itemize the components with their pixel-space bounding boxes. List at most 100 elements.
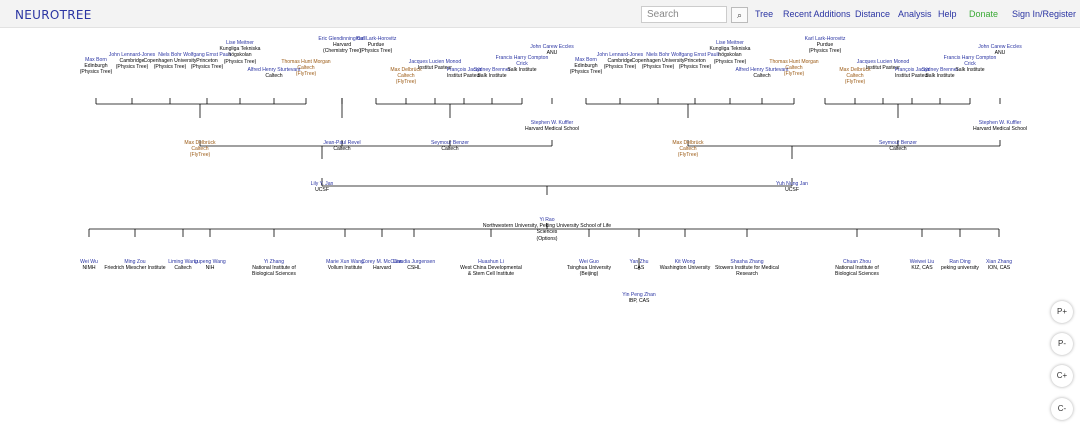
person-name-link[interactable]: Sydney Brenner — [473, 67, 511, 73]
person-name-link[interactable]: Lily Y. Jan — [310, 181, 334, 187]
advisor-node: Seymour Benzer Caltech — [866, 140, 930, 152]
person-name-link[interactable]: Corey M. McCann — [361, 259, 403, 265]
zoom-parents-minus-button[interactable]: P- — [1051, 333, 1073, 355]
person-name-link[interactable]: Wei Wu — [80, 259, 98, 265]
person-name-link[interactable]: Chuan Zhou — [842, 259, 872, 265]
grandparent-node: Karl Lark-Horovitz Purdue (Physics Tree) — [793, 36, 857, 55]
person-name-link[interactable]: Max Delbrück — [839, 67, 871, 73]
person-name-link[interactable]: Karl Lark-Horovitz — [804, 36, 846, 42]
person-name-link[interactable]: Jean-Paul Revel — [323, 140, 361, 146]
grandparent-node: Eric Glendinning Ball Harvard (Chemistry T… — [310, 36, 374, 55]
person-name-link[interactable]: Ming Zou — [124, 259, 146, 265]
site-logo[interactable]: NEUROTREE — [15, 8, 92, 22]
person-name-link[interactable]: Jacques Lucien Monod — [408, 59, 462, 65]
person-name-link[interactable]: Weiwei Liu — [909, 259, 935, 265]
person-name-link[interactable]: Shasha Zhang — [730, 259, 764, 265]
search-button[interactable]: ⌕ — [731, 7, 748, 23]
person-name-link[interactable]: François Jacob — [894, 67, 930, 73]
student-node: Huashun Li West China Developmental & Ste… — [459, 259, 523, 278]
tree-tag: (Physics Tree) — [808, 48, 842, 55]
person-name-link[interactable]: Max Born — [575, 57, 597, 63]
person-name-link[interactable]: Thomas Hunt Morgan — [281, 59, 331, 65]
person-name-link[interactable]: Stephen W. Kuffler — [978, 120, 1022, 126]
person-name-link[interactable]: Seymour Benzer — [879, 140, 917, 146]
person-name-link[interactable]: Niels Bohr — [646, 52, 670, 58]
person-name-link[interactable]: Yan Zhu — [629, 259, 649, 265]
person-name-link[interactable]: Stephen W. Kuffler — [530, 120, 574, 126]
person-name-link[interactable]: Max Born — [85, 57, 107, 63]
person-name-link[interactable]: Xian Zhang — [985, 259, 1013, 265]
tree-tag[interactable]: (Options) — [536, 235, 558, 242]
person-institution: Institut Pasteur — [866, 65, 900, 72]
person-name-link[interactable]: Wei Guo — [579, 259, 599, 265]
nav-tree[interactable]: Tree — [755, 9, 774, 19]
person-name-link[interactable]: Thomas Hunt Morgan — [769, 59, 819, 65]
tree-tag: (FlyTree) — [189, 152, 211, 159]
person-name-link[interactable]: Niels Bohr — [158, 52, 182, 58]
person-name-link[interactable]: Huashun Li — [478, 259, 504, 265]
person-name-link[interactable]: Alfred Henry Sturtevant — [735, 67, 789, 73]
grandparent-node: Niels Bohr Copenhagen University (Physics … — [138, 52, 202, 71]
search-input[interactable] — [641, 6, 727, 23]
top-navigation-bar: NEUROTREE ⌕ Tree Recent Additions Distan… — [0, 0, 1080, 28]
zoom-parents-plus-button[interactable]: P+ — [1051, 301, 1073, 323]
person-name-link[interactable]: Max Delbrück — [184, 140, 216, 146]
nav-help[interactable]: Help — [938, 9, 957, 19]
zoom-children-plus-button[interactable]: C+ — [1051, 365, 1073, 387]
person-institution: Caltech — [785, 65, 803, 72]
grandparent-node: Thomas Hunt Morgan Caltech (FlyTree) — [274, 59, 338, 78]
person-name-link[interactable]: John Lennard-Jones — [108, 52, 156, 58]
student-node: Marie Xun Wang Vollum Institute — [313, 259, 377, 271]
person-name-link[interactable]: François Jacob — [446, 67, 482, 73]
person-name-link[interactable]: Wolfgang Ernst Pauli — [183, 52, 231, 58]
grandparent-node: John Lennard-Jones Cambridge (Physics Tree… — [100, 52, 164, 71]
person-name-link[interactable]: Yi Rao — [539, 217, 555, 223]
person-name-link[interactable]: John Lennard-Jones — [596, 52, 644, 58]
person-name-link[interactable]: John Carew Eccles — [530, 44, 574, 50]
person-institution: Purdue — [816, 42, 834, 49]
nav-recent-additions[interactable]: Recent Additions — [783, 9, 851, 19]
student-node: Claudia Jurgensen CSHL — [382, 259, 446, 271]
person-name-link[interactable]: Jacques Lucien Monod — [856, 59, 910, 65]
person-name-link[interactable]: John Carew Eccles — [978, 44, 1022, 50]
person-name-link[interactable]: Max Delbrück — [390, 67, 422, 73]
person-institution: Northwestern University, Peking Universi… — [482, 223, 612, 236]
person-institution: NIH — [205, 265, 215, 272]
person-name-link[interactable]: Sydney Brenner — [921, 67, 959, 73]
person-institution: National Institute of Biological Science… — [252, 265, 296, 278]
person-name-link[interactable]: Yuh Nung Jan — [775, 181, 808, 187]
person-name-link[interactable]: Karl Lark-Horovitz — [355, 36, 397, 42]
person-name-link[interactable]: Alfred Henry Sturtevant — [247, 67, 301, 73]
person-name-link[interactable]: Claudia Jurgensen — [392, 259, 436, 265]
grandparent-node: John Carew Eccles ANU — [968, 44, 1032, 56]
person-name-link[interactable]: Francis Harry Compton Crick — [495, 55, 549, 68]
person-name-link[interactable]: Lise Meitner — [226, 40, 254, 46]
person-institution: NIMH — [82, 265, 96, 272]
person-name-link[interactable]: Yin Peng Zhan — [622, 292, 656, 298]
person-name-link[interactable]: Ran Ding — [949, 259, 971, 265]
tree-tag: (Physics Tree) — [603, 64, 637, 71]
nav-donate[interactable]: Donate — [969, 9, 999, 19]
person-name-link[interactable]: Kit Wong — [674, 259, 696, 265]
nav-distance[interactable]: Distance — [855, 9, 891, 19]
tree-tag: (FlyTree) — [295, 71, 317, 78]
person-name-link[interactable]: Marie Xun Wang — [326, 259, 364, 265]
nav-sign-in-register[interactable]: Sign In/Register — [1012, 9, 1077, 19]
person-name-link[interactable]: Max Delbrück — [672, 140, 704, 146]
person-name-link[interactable]: Francis Harry Compton Crick — [943, 55, 997, 68]
person-name-link[interactable]: Lise Meitner — [716, 40, 744, 46]
person-name-link[interactable]: Eric Glendinning Ball — [318, 36, 366, 42]
person-name-link[interactable]: Seymour Benzer — [431, 140, 469, 146]
person-name-link[interactable]: Yi Zhang — [263, 259, 285, 265]
person-institution: CAS — [633, 265, 645, 272]
person-institution: Institut Pasteur — [447, 73, 481, 80]
person-name-link[interactable]: Lupeng Wang — [194, 259, 226, 265]
tree-tag: (Physics Tree) — [569, 69, 603, 76]
grandparent-node: John Lennard-Jones Cambridge (Physics Tree… — [588, 52, 652, 71]
person-name-link[interactable]: Wolfgang Ernst Pauli — [671, 52, 719, 58]
person-institution: Salk Institute — [507, 67, 537, 74]
person-name-link[interactable]: Liming Wang — [168, 259, 198, 265]
grandparent-node: Lise Meitner Kungliga Tekniska högskolan(… — [208, 40, 272, 65]
nav-analysis[interactable]: Analysis — [898, 9, 932, 19]
zoom-children-minus-button[interactable]: C- — [1051, 398, 1073, 420]
